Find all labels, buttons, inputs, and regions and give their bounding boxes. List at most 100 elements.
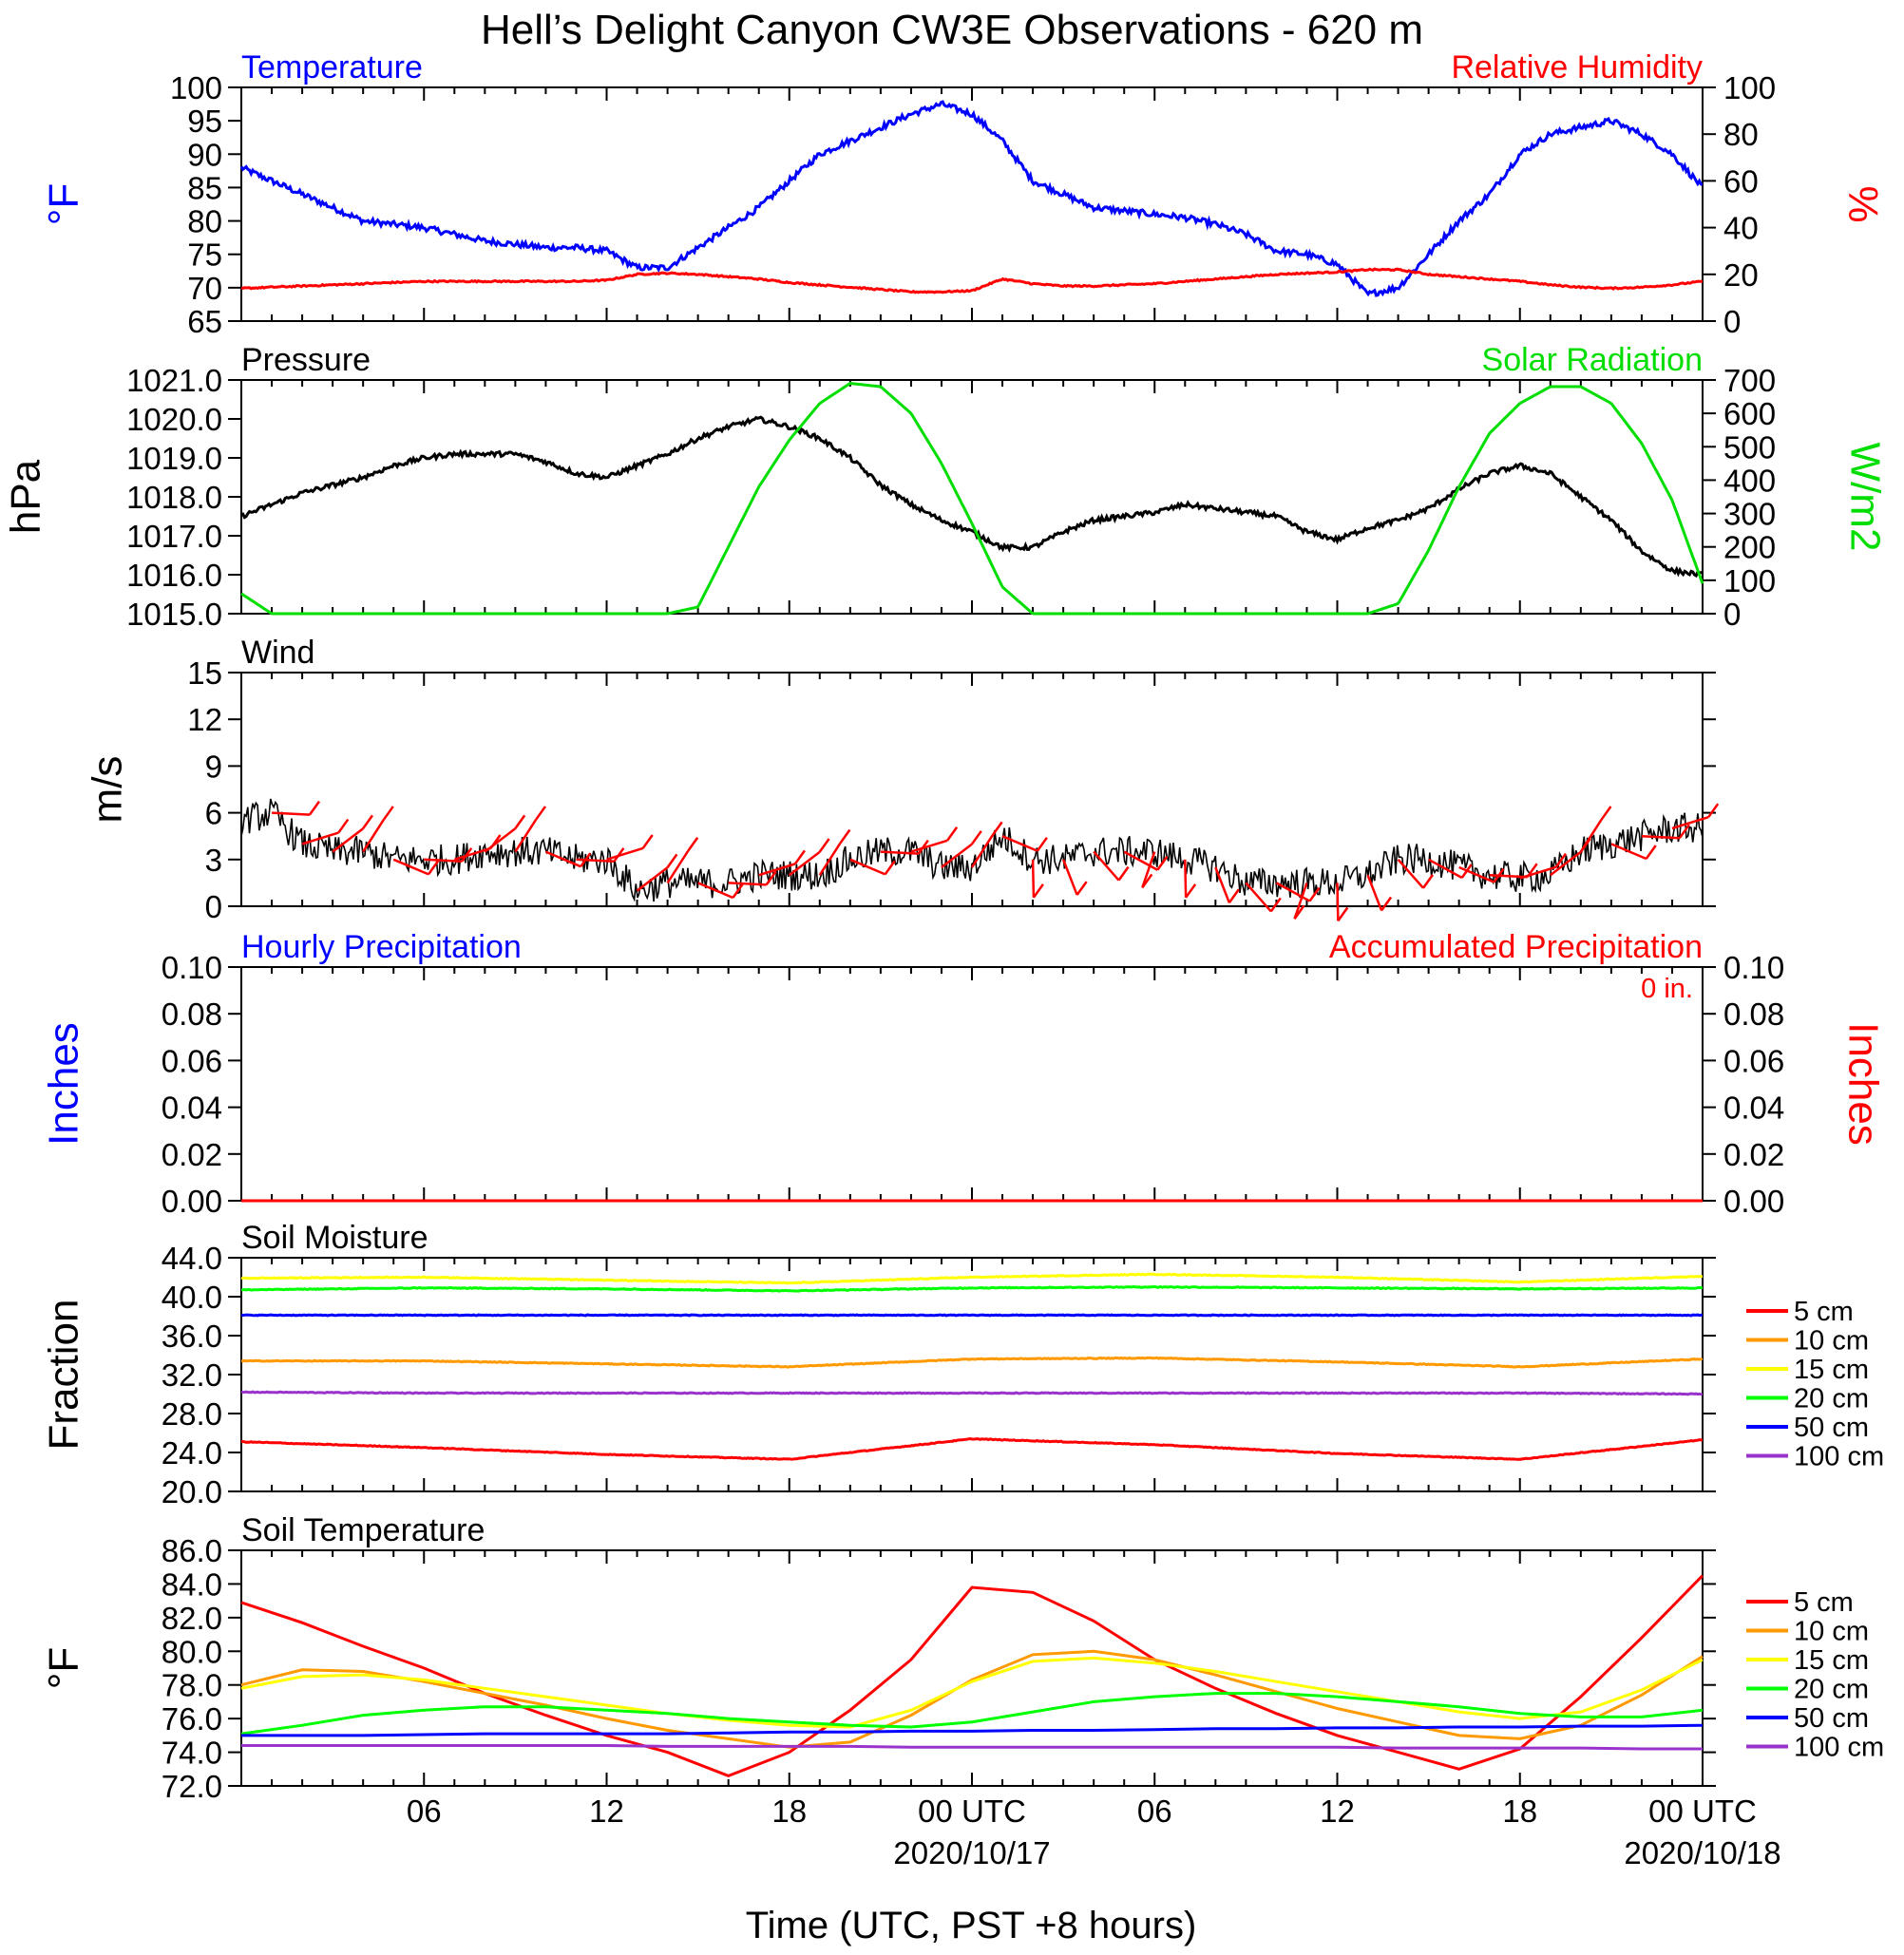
- y-tick-label-left: 65: [187, 304, 222, 339]
- wind-barb: [576, 858, 615, 864]
- y-tick-label-left: 24.0: [162, 1435, 222, 1471]
- wind-barb: [1061, 859, 1078, 896]
- wind-barb: [1245, 882, 1272, 913]
- y-axis-label-left: Fraction: [41, 1300, 87, 1451]
- wind-barb: [1550, 850, 1582, 877]
- wind-barb: [636, 866, 669, 892]
- wind-barb: [1093, 850, 1120, 882]
- wind-barb: [1214, 866, 1230, 903]
- wind-barb: [1671, 815, 1709, 830]
- plot-frame: [240, 379, 1704, 615]
- series-line-15cm: [240, 1272, 1704, 1285]
- y-tick-label-left: 6: [205, 796, 222, 831]
- wind-barb: [1336, 883, 1340, 921]
- panel-title-right: Solar Radiation: [1482, 342, 1703, 378]
- wind-barb: [941, 843, 973, 868]
- series-line-left: [240, 798, 1704, 902]
- y-tick-label-left: 20.0: [162, 1474, 222, 1509]
- wind-barb-flag: [1076, 881, 1088, 896]
- y-axis-label-right: W/m2: [1841, 443, 1888, 552]
- wind-barb: [1610, 843, 1647, 861]
- wind-barb-flag: [361, 814, 373, 830]
- series-line-10cm: [240, 1356, 1704, 1369]
- wind-barb-flag: [1421, 874, 1434, 889]
- wind-barb: [1141, 851, 1156, 888]
- y-tick-label-left: 40.0: [162, 1280, 222, 1315]
- series-line-100cm: [240, 1390, 1704, 1396]
- y-tick-label-left: 95: [187, 104, 222, 139]
- panel-title-right: Relative Humidity: [1451, 49, 1703, 85]
- wind-barb: [666, 850, 690, 884]
- wind-barb: [1184, 859, 1188, 898]
- y-tick-label-left: 70: [187, 271, 222, 306]
- panel-title-left: Hourly Precipitation: [241, 929, 522, 965]
- y-tick-label-right: 500: [1723, 429, 1776, 465]
- y-tick-label-right: 0.04: [1723, 1091, 1784, 1126]
- y-tick-label-left: 32.0: [162, 1357, 222, 1393]
- wind-barb-flag: [1269, 897, 1282, 913]
- y-tick-label-right: 0.10: [1723, 950, 1784, 985]
- wind-barb: [1641, 834, 1680, 840]
- wind-barb: [1458, 865, 1495, 883]
- wind-barb-flag: [732, 883, 744, 899]
- y-tick-label-right: 100: [1723, 563, 1776, 598]
- y-tick-label-right: 0.02: [1723, 1137, 1784, 1172]
- y-tick-label-left: 3: [205, 843, 222, 878]
- wind-barb: [514, 819, 538, 853]
- y-tick-label-left: 0.10: [162, 950, 222, 985]
- wind-barb: [818, 842, 842, 876]
- series-line-10cm: [240, 1649, 1704, 1749]
- panel-4: 0.00 0.02 0.04 0.06 0.08 0.10 0.00 0.02 0.04 0.06…: [41, 929, 1887, 1219]
- y-tick-label-right: 100: [1723, 70, 1776, 105]
- panel-annotation: 0 in.: [1641, 974, 1693, 1004]
- wind-barb: [970, 834, 994, 868]
- x-tick-label: 00 UTC: [918, 1794, 1026, 1829]
- y-axis-label-left: hPa: [3, 459, 49, 534]
- legend-label: 5 cm: [1794, 1297, 1854, 1327]
- wind-barb: [606, 846, 644, 861]
- y-tick-label-right: 20: [1723, 257, 1759, 293]
- x-tick-label: 06: [1137, 1794, 1172, 1829]
- wind-barb-flag: [1293, 904, 1305, 920]
- series-line-right: [240, 267, 1704, 294]
- series-line-15cm: [240, 1656, 1704, 1729]
- wind-barb-flag: [1645, 845, 1657, 860]
- y-axis-label-left: °F: [41, 183, 87, 225]
- x-tick-label: 06: [407, 1794, 442, 1829]
- y-tick-label-right: 300: [1723, 497, 1776, 532]
- wind-barb-flag: [1308, 886, 1321, 902]
- panel-title-left: Temperature: [241, 49, 423, 85]
- panel-3: 0 3 6 9 12 15 Wind m/s: [85, 635, 1720, 924]
- chart-title: Hell’s Delight Canyon CW3E Observations …: [481, 7, 1423, 53]
- x-date-label: 2020/10/17: [893, 1835, 1050, 1870]
- y-tick-label-left: 75: [187, 237, 222, 273]
- y-tick-label-left: 86.0: [162, 1533, 222, 1568]
- y-axis-label-right: %: [1839, 185, 1886, 222]
- wind-barb: [788, 850, 821, 877]
- wind-barb-flag: [308, 800, 321, 816]
- legend-label: 10 cm: [1794, 1326, 1869, 1357]
- wind-barb: [362, 819, 385, 853]
- legend-label: 50 cm: [1794, 1703, 1869, 1734]
- wind-barb-flag: [884, 860, 896, 876]
- x-date-label: 2020/10/18: [1624, 1835, 1780, 1870]
- x-axis-label: Time (UTC, PST +8 hours): [746, 1905, 1197, 1946]
- y-axis-label-left: m/s: [85, 756, 131, 824]
- panel-title-left: Pressure: [241, 342, 371, 378]
- wind-barb: [1519, 865, 1557, 880]
- legend-label: 50 cm: [1794, 1413, 1869, 1443]
- wind-barb: [1031, 859, 1036, 898]
- wind-barb-flag: [818, 838, 830, 853]
- legend-label: 100 cm: [1794, 1733, 1884, 1763]
- x-tick-label: 18: [771, 1794, 807, 1829]
- x-tick-label: 12: [1320, 1794, 1355, 1829]
- y-tick-label-left: 84.0: [162, 1566, 222, 1602]
- series-line-100cm: [241, 1744, 1703, 1751]
- plot-frame: [240, 1549, 1704, 1787]
- y-tick-label-left: 28.0: [162, 1396, 222, 1432]
- y-axis-label-left: Inches: [41, 1022, 87, 1146]
- series-line-20cm: [240, 1692, 1704, 1736]
- wind-barb: [697, 882, 733, 900]
